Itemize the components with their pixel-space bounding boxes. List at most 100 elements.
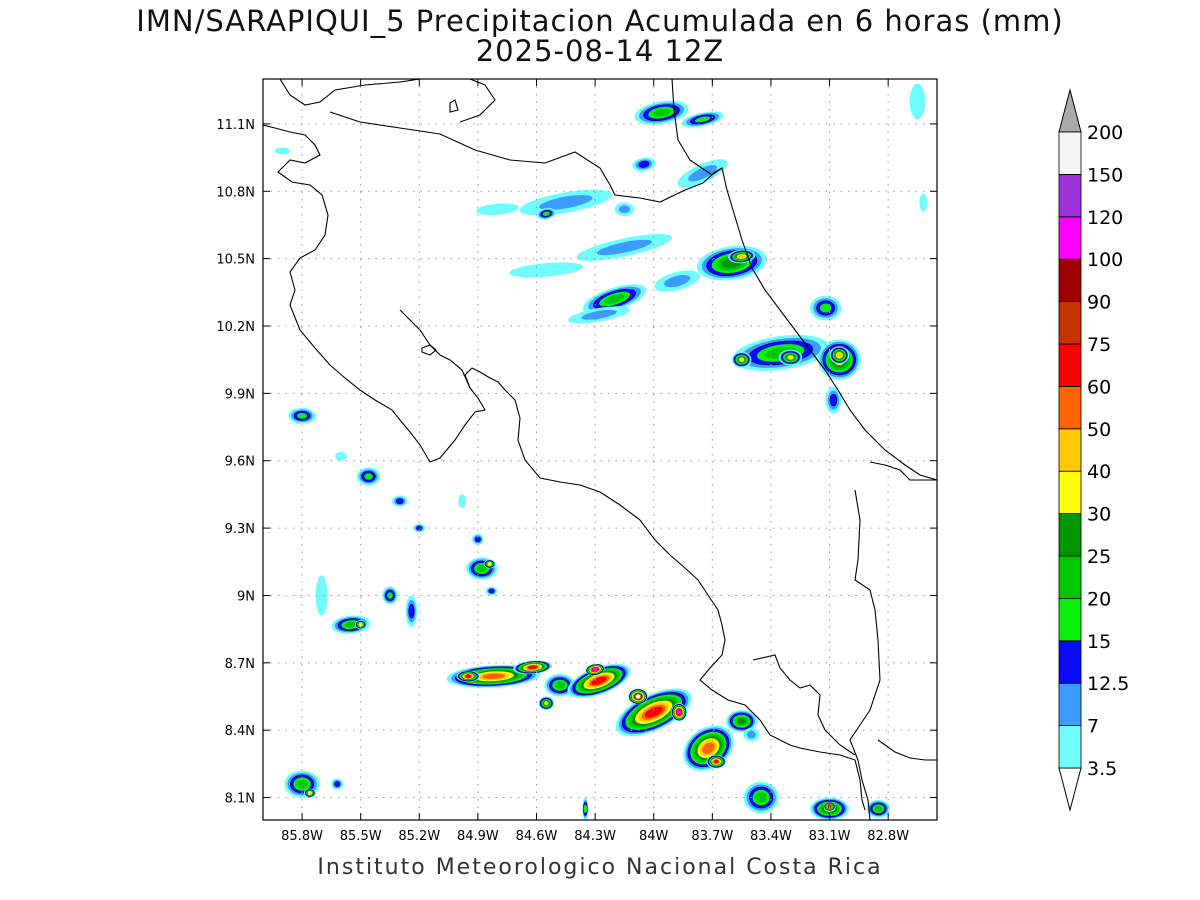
precip-contour [737, 717, 747, 725]
legend-swatch [1058, 301, 1082, 345]
legend-swatch [1058, 513, 1082, 557]
precip-contour [591, 676, 607, 685]
legend-swatch [1058, 598, 1082, 642]
lat-tick-label: 8.4N [225, 724, 255, 739]
legend-swatch [1058, 428, 1082, 472]
lon-tick-label: 84.6W [516, 829, 558, 844]
precip-cell [582, 797, 589, 820]
precip-cell [615, 688, 692, 737]
precip-cell [568, 306, 630, 324]
precip-contour [408, 603, 415, 619]
precip-contour [664, 275, 691, 288]
precip-contour [274, 147, 291, 155]
legend-under-arrow [1058, 767, 1082, 812]
legend-label: 60 [1087, 376, 1111, 398]
precip-cell [483, 559, 496, 569]
legend-swatch [1058, 385, 1082, 430]
precip-cell [472, 533, 484, 545]
precip-contour [618, 205, 631, 214]
precip-cell [706, 754, 727, 769]
legend-swatch [1058, 131, 1082, 175]
precip-contour [636, 694, 641, 699]
precip-contour [638, 160, 650, 168]
precip-cell [456, 670, 480, 682]
precip-contour [604, 294, 625, 304]
legend-label: 12.5 [1087, 673, 1129, 695]
color-legend: 3.5 7 12.5 15 20 25 30 40 50 60 75 90 100 120 150 200 [1058, 88, 1129, 812]
precip-contour [476, 564, 487, 573]
precip-cell [634, 100, 689, 125]
lon-tick-label: 85.5W [340, 829, 382, 844]
precip-contour [487, 562, 492, 567]
precip-contour [652, 108, 671, 117]
precip-contour [677, 710, 682, 715]
precip-cell [681, 111, 724, 128]
precip-cell [538, 696, 555, 710]
chiriqui-coast [877, 739, 937, 761]
legend-label: 90 [1087, 292, 1111, 314]
precip-contour [482, 673, 505, 680]
precip-cell [354, 620, 367, 630]
legend-swatch [1058, 173, 1082, 218]
panama-coast [869, 461, 937, 481]
precip-cell [382, 586, 398, 605]
precip-contour [542, 211, 550, 216]
precip-cell [919, 193, 928, 212]
lat-tick-label: 10.5N [216, 253, 255, 268]
precip-contour [787, 355, 794, 360]
precip-cell [810, 295, 842, 321]
legend-label: 50 [1087, 419, 1111, 441]
lat-tick-label: 8.7N [225, 657, 255, 672]
precip-contour [919, 193, 928, 212]
ometepe-island [449, 99, 459, 113]
latitude-ticks: 8.1N 8.4N 8.7N 9N 9.3N 9.6N 9.9N 10.2N 10.5N 10.8… [216, 118, 937, 807]
precip-cell [778, 349, 803, 366]
precip-contour [583, 804, 588, 813]
precip-contour [544, 701, 549, 706]
lake-nicaragua-shore [279, 79, 421, 106]
legend-label: 75 [1087, 334, 1111, 356]
precip-cell [567, 663, 631, 698]
precip-contour [702, 742, 715, 754]
precip-contour [909, 83, 926, 120]
precip-contour [539, 195, 593, 210]
precip-cell [536, 207, 556, 220]
map-frame [262, 78, 938, 821]
gulf-nicoya [399, 309, 471, 389]
precip-contour [738, 254, 746, 259]
precip-cell [288, 407, 316, 424]
nicaragua-costarica-border [329, 111, 723, 203]
lat-tick-label: 9.6N [225, 455, 255, 470]
legend-swatch [1058, 470, 1082, 515]
caribbean-coast [671, 79, 937, 481]
legend-label: 150 [1087, 164, 1123, 186]
precip-contour [644, 706, 663, 718]
legend-label: 40 [1087, 461, 1111, 483]
precip-cell [513, 660, 553, 675]
lon-tick-label: 83.1W [809, 829, 851, 844]
precip-contour [713, 759, 719, 764]
precip-cell [726, 709, 758, 733]
precip-cell [582, 284, 647, 314]
precip-contour [746, 730, 756, 739]
lon-tick-label: 84.9W [457, 829, 499, 844]
precip-contour [465, 674, 471, 679]
lon-tick-label: 84W [639, 829, 669, 844]
pacific-coast-guanacaste [263, 124, 866, 811]
precip-contour [297, 412, 308, 419]
precip-contour [488, 588, 495, 594]
precip-cell [509, 262, 584, 278]
precip-contour [364, 473, 373, 480]
precip-contour [755, 792, 767, 803]
legend-swatch [1058, 258, 1082, 303]
precip-cell [728, 249, 756, 264]
burica-peninsula [752, 654, 856, 756]
precip-contour [874, 805, 883, 812]
precip-cell [315, 575, 328, 616]
precip-contour [307, 791, 312, 796]
lat-tick-label: 9N [237, 589, 255, 604]
precip-cell [654, 270, 700, 292]
lat-tick-label: 10.8N [216, 185, 255, 200]
precip-cell [909, 83, 926, 120]
